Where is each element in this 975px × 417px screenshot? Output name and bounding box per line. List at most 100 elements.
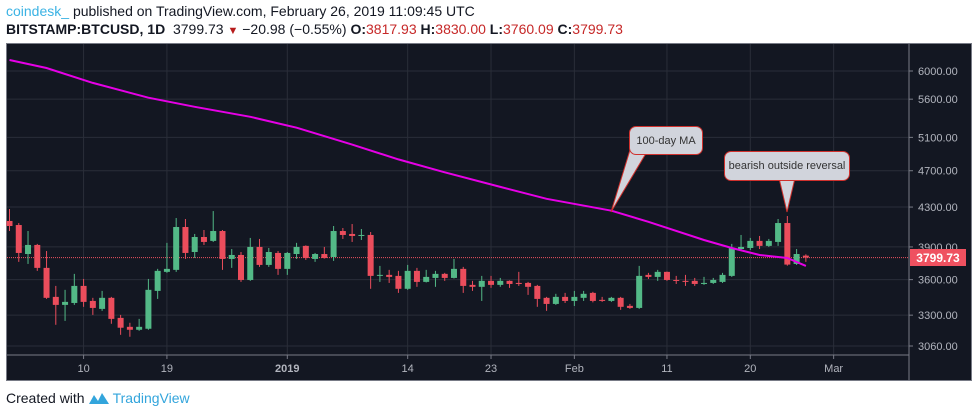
candle-down: [6, 220, 13, 227]
candle-up: [719, 274, 726, 282]
candle-down: [34, 244, 41, 268]
candle-down: [488, 280, 495, 285]
candle-up: [636, 275, 643, 308]
author-link[interactable]: coindesk_: [6, 3, 70, 19]
candle-up: [580, 293, 587, 298]
candle-up: [247, 246, 254, 280]
candle-down: [534, 285, 541, 299]
open-label: O:: [350, 21, 366, 37]
candle-down: [413, 270, 420, 282]
symbol-legend: BITSTAMP:BTCUSD, 1D 3799.73 ▼ −20.98 (−0…: [6, 21, 623, 37]
candle-down: [89, 300, 96, 308]
candle-down: [275, 252, 282, 269]
close-label: C:: [557, 21, 573, 37]
candle-down: [321, 254, 328, 258]
candle-up: [432, 273, 439, 278]
candle-down: [80, 285, 87, 302]
candle-up: [62, 301, 69, 305]
candle-up: [25, 244, 32, 255]
candle-down: [756, 240, 763, 246]
triangle-down-icon: ▼: [227, 25, 239, 37]
created-with-text: Created with: [6, 390, 85, 406]
high-label: H:: [420, 21, 436, 37]
moving-average-line: [9, 59, 807, 267]
candle-down: [663, 271, 670, 280]
published-text: published on TradingView.com, February 2…: [72, 3, 475, 19]
candle-up: [423, 276, 430, 282]
candle-down: [673, 279, 680, 281]
y-tick-label: 3300.00: [918, 310, 958, 322]
y-tick-label: 4300.00: [918, 202, 958, 214]
candle-up: [571, 296, 578, 301]
candle-up: [608, 297, 615, 301]
candle-down: [367, 234, 374, 276]
current-price-badge: 3799.73: [910, 249, 966, 266]
candle-up: [154, 270, 161, 291]
candle-down: [802, 255, 809, 258]
candle-down: [182, 227, 189, 253]
candle-up: [701, 282, 707, 284]
candle-down: [589, 292, 596, 301]
candle-down: [691, 280, 698, 284]
candle-down: [126, 326, 133, 330]
candle-down: [515, 282, 522, 284]
candle-down: [219, 231, 226, 259]
candle-down: [256, 246, 263, 265]
candle-up: [136, 326, 143, 330]
candle-down: [460, 268, 467, 286]
candle-up: [358, 234, 365, 236]
candle-up: [228, 254, 235, 259]
candle-up: [497, 280, 504, 285]
candle-down: [43, 267, 50, 298]
high-value: 3830.00: [435, 21, 486, 37]
candle-down: [543, 297, 550, 304]
candle-down: [117, 317, 124, 328]
candle-up: [710, 279, 717, 283]
reversal-callout: bearish outside reversal: [724, 151, 850, 181]
candle-down: [626, 305, 633, 308]
candle-down: [52, 296, 59, 305]
low-label: L:: [489, 21, 503, 37]
candlestick-chart[interactable]: 6000.005600.005100.004700.004300.003900.…: [0, 0, 975, 390]
candle-down: [599, 299, 606, 301]
close-value: 3799.73: [572, 21, 623, 37]
candle-down: [339, 231, 346, 235]
candle-down: [108, 297, 115, 319]
candle-up: [450, 268, 457, 278]
candle-up: [210, 231, 217, 241]
tradingview-link[interactable]: TradingView: [112, 390, 190, 406]
x-tick-label: 11: [661, 363, 672, 375]
candle-up: [404, 270, 411, 289]
candle-up: [747, 240, 754, 248]
candle-down: [349, 233, 356, 236]
candle-up: [376, 274, 383, 276]
candle-up: [99, 297, 106, 309]
open-value: 3817.93: [366, 21, 417, 37]
tradingview-logo-icon: [88, 393, 109, 404]
x-tick-label: Feb: [565, 363, 584, 375]
candle-up: [654, 271, 661, 277]
x-tick-label: 20: [744, 363, 756, 375]
candle-up: [191, 237, 198, 252]
candle-up: [265, 251, 272, 265]
candle-down: [441, 273, 448, 278]
candle-down: [562, 296, 569, 301]
candle-up: [284, 252, 291, 269]
candle-up: [293, 246, 300, 255]
candle-down: [386, 274, 393, 277]
y-tick-label: 3060.00: [918, 341, 958, 353]
candle-down: [15, 225, 22, 253]
candle-down: [238, 254, 244, 280]
candle-up: [173, 227, 180, 270]
candle-down: [784, 223, 791, 265]
candle-down: [200, 237, 207, 242]
candle-up: [163, 268, 170, 272]
candle-up: [793, 254, 800, 264]
x-tick-label: 2019: [275, 363, 299, 375]
x-tick-label: 23: [485, 363, 497, 375]
publish-info: coindesk_ published on TradingView.com, …: [6, 3, 475, 19]
candle-down: [302, 245, 309, 258]
candle-up: [552, 296, 559, 304]
symbol-name: BITSTAMP:BTCUSD, 1D: [6, 21, 166, 37]
candle-down: [506, 280, 513, 284]
